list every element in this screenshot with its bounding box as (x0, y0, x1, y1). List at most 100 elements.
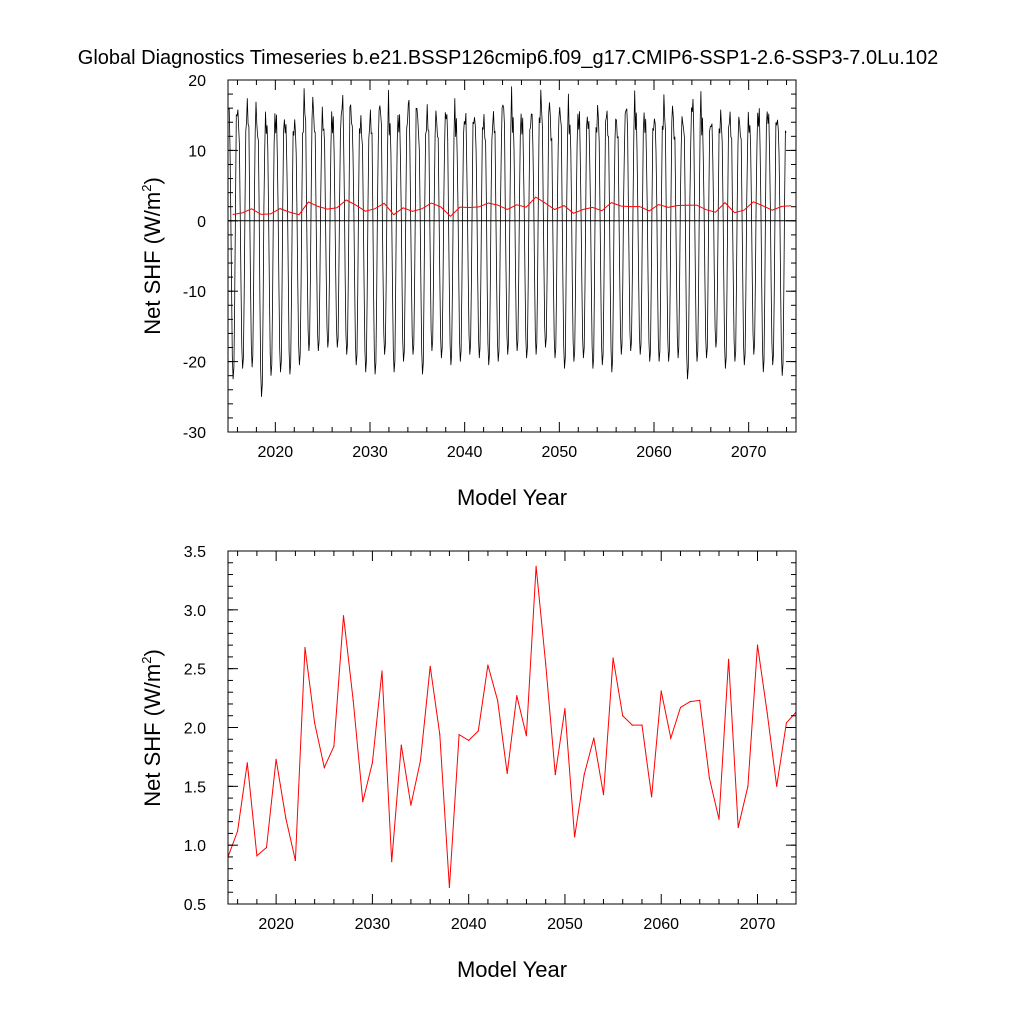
top-y-tick-label: -10 (183, 284, 206, 301)
bottom-x-tick-label: 2040 (451, 916, 487, 933)
top-axes: 2020 2030 2040 2050 2060 2070 -30 -20 -10 0 10 20 (183, 73, 796, 461)
bottom-annual-point (660, 690, 662, 692)
top-y-axis-label-close: ) (140, 177, 165, 184)
bottom-annual-point (564, 708, 566, 710)
bottom-annual-point (535, 565, 537, 567)
top-monthly-series-line (228, 86, 787, 397)
bottom-x-tick-label: 2050 (547, 916, 583, 933)
figure-title: Global Diagnostics Timeseries b.e21.BSSP… (78, 47, 938, 69)
bottom-y-tick-label: 3.0 (184, 603, 206, 620)
bottom-annual-point (593, 737, 595, 739)
bottom-y-tick-label: 0.5 (184, 897, 206, 914)
bottom-annual-point (554, 774, 556, 776)
bottom-annual-point (747, 785, 749, 787)
bottom-annual-point (294, 859, 296, 862)
bottom-chart-panel: 2020 2030 2040 2050 2060 2070 0.5 1.0 1.5 2.0 2.5 3… (139, 544, 797, 982)
top-y-axis-label-main: Net SHF (W/m (140, 192, 165, 335)
bottom-annual-point (689, 701, 691, 703)
bottom-x-tick-label: 2030 (355, 916, 391, 933)
bottom-annual-point (391, 861, 393, 863)
bottom-annual-point (477, 730, 479, 732)
top-chart-panel: 2020 2030 2040 2050 2060 2070 -30 -20 -10 0 10 20 M… (139, 73, 797, 510)
bottom-annual-point (583, 774, 585, 776)
bottom-x-tick-label: 2070 (740, 916, 776, 933)
top-x-tick-label: 2020 (258, 444, 294, 461)
top-x-tick-label: 2060 (636, 444, 672, 461)
bottom-annual-point (756, 644, 759, 646)
top-y-tick-label: 10 (188, 143, 206, 160)
bottom-annual-point (448, 886, 450, 889)
bottom-y-tick-label: 2.5 (184, 662, 206, 679)
bottom-y-axis-label-main: Net SHF (W/m (140, 664, 165, 807)
bottom-annual-point (641, 724, 643, 726)
top-x-tick-label: 2040 (447, 444, 483, 461)
bottom-annual-point (381, 670, 383, 672)
bottom-annual-point (333, 745, 335, 747)
top-annual-series-line (232, 196, 792, 217)
bottom-annual-point (497, 699, 499, 702)
bottom-annual-point (516, 695, 518, 697)
top-plot-frame (227, 79, 797, 433)
bottom-y-axis-label: Net SHF (W/m2) (139, 649, 165, 807)
bottom-y-tick-label: 2.0 (184, 721, 206, 738)
bottom-annual-point (352, 699, 354, 702)
bottom-annual-point (545, 663, 547, 665)
top-x-tick-label: 2050 (542, 444, 578, 461)
bottom-annual-point (612, 657, 614, 659)
bottom-x-axis-label: Model Year (457, 957, 567, 982)
bottom-annual-point (410, 804, 412, 806)
bottom-annual-point (285, 817, 287, 819)
bottom-annual-point (342, 615, 345, 617)
bottom-plot-frame (227, 550, 797, 905)
bottom-annual-point (631, 724, 633, 726)
bottom-annual-point (737, 826, 739, 829)
bottom-annual-point (506, 772, 508, 775)
top-y-axis-label: Net SHF (W/m2) (139, 177, 165, 335)
top-y-tick-label: -30 (183, 425, 206, 442)
bottom-annual-point (728, 658, 730, 660)
bottom-annual-point (362, 801, 364, 803)
top-y-axis-label-sup: 2 (139, 185, 154, 192)
bottom-annual-point (304, 646, 306, 649)
bottom-annual-point (265, 846, 268, 849)
bottom-annual-point (766, 711, 768, 713)
bottom-annual-point (651, 796, 653, 798)
top-y-tick-label: 0 (197, 214, 206, 231)
bottom-x-tick-label: 2020 (258, 916, 294, 933)
top-series-group (228, 86, 796, 397)
top-x-tick-label: 2070 (731, 444, 767, 461)
bottom-x-tick-label: 2060 (643, 916, 679, 933)
bottom-annual-point (237, 830, 239, 832)
bottom-annual-point (718, 818, 720, 820)
bottom-annual-point (622, 715, 624, 717)
bottom-y-tick-label: 1.5 (184, 779, 206, 796)
bottom-annual-point (429, 665, 431, 667)
bottom-y-tick-label: 1.0 (184, 838, 206, 855)
bottom-annual-point (574, 836, 576, 838)
bottom-annual-point (246, 762, 248, 764)
bottom-annual-point (458, 734, 460, 736)
bottom-annual-point (314, 722, 316, 724)
top-y-tick-label: 20 (188, 73, 206, 90)
bottom-y-axis-label-sup: 2 (139, 657, 154, 664)
bottom-annual-point (323, 766, 325, 769)
bottom-annual-point (785, 722, 788, 724)
bottom-annual-point (679, 706, 682, 709)
bottom-annual-point (419, 759, 422, 762)
bottom-annual-point (371, 762, 373, 764)
bottom-annual-point (602, 794, 605, 796)
top-x-axis-label: Model Year (457, 485, 567, 510)
bottom-annual-point (670, 737, 672, 739)
top-plot-area (228, 86, 796, 397)
bottom-series-group (228, 565, 796, 889)
bottom-annual-point (776, 785, 778, 787)
bottom-y-axis-label-close: ) (140, 649, 165, 656)
bottom-annual-series-line (228, 566, 796, 888)
bottom-axes: 2020 2030 2040 2050 2060 2070 0.5 1.0 1.5 2.0 2.5 3… (184, 544, 797, 933)
top-x-tick-label: 2030 (352, 444, 388, 461)
top-y-tick-label: -20 (183, 355, 206, 372)
bottom-annual-point (400, 744, 402, 746)
bottom-annual-point (487, 664, 489, 666)
bottom-annual-point (256, 855, 258, 857)
